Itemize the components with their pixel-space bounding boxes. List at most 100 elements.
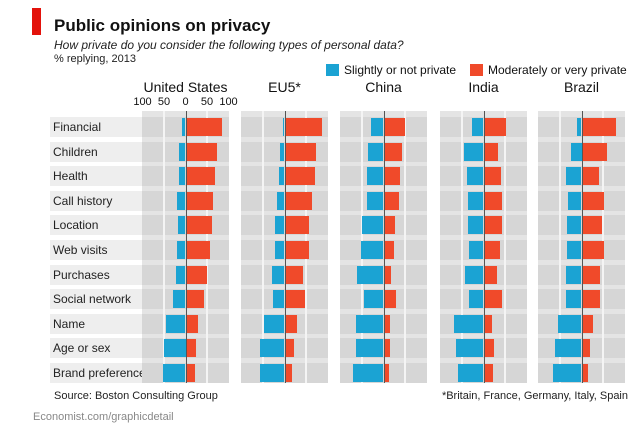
- row-label: Location: [50, 215, 142, 236]
- bar-slightly: [454, 314, 484, 333]
- bar-moderately: [581, 364, 588, 382]
- bar-slightly: [565, 290, 582, 309]
- bar-moderately: [284, 241, 309, 259]
- zero-line: [185, 111, 187, 383]
- zero-line: [483, 111, 485, 383]
- bar-slightly: [279, 167, 285, 186]
- bar-moderately: [483, 241, 500, 259]
- gridline: [559, 111, 561, 383]
- gridline: [404, 111, 406, 383]
- bar-moderately: [284, 314, 297, 333]
- panel-title: China: [365, 79, 402, 95]
- panel-united-states: [142, 111, 229, 383]
- bar-moderately: [284, 142, 317, 161]
- bar-moderately: [581, 290, 600, 309]
- row-label: Purchases: [50, 264, 142, 285]
- bar-slightly: [552, 364, 582, 382]
- bar-slightly: [173, 290, 186, 309]
- bar-slightly: [355, 339, 384, 358]
- bar-moderately: [581, 265, 600, 284]
- bar-moderately: [185, 167, 215, 186]
- gridline: [262, 111, 264, 383]
- bar-slightly: [471, 118, 484, 136]
- bar-slightly: [182, 118, 186, 136]
- bar-moderately: [284, 290, 306, 309]
- chart-title: Public opinions on privacy: [54, 16, 271, 35]
- zero-line: [284, 111, 286, 383]
- bar-slightly: [554, 339, 582, 358]
- bar-moderately: [383, 216, 395, 235]
- row-label: Brand preferences: [50, 363, 152, 383]
- bar-moderately: [284, 191, 313, 210]
- bar-slightly: [279, 142, 285, 161]
- bar-slightly: [368, 142, 384, 161]
- bar-slightly: [362, 216, 384, 235]
- bar-slightly: [566, 265, 582, 284]
- bar-slightly: [275, 216, 285, 235]
- bar-moderately: [185, 339, 197, 358]
- bar-slightly: [259, 339, 285, 358]
- bar-moderately: [284, 216, 310, 235]
- bar-moderately: [185, 290, 204, 309]
- bar-slightly: [455, 339, 484, 358]
- bar-moderately: [483, 339, 494, 358]
- panel-eu5-: [241, 111, 328, 383]
- bar-moderately: [185, 142, 218, 161]
- row-label: Children: [50, 141, 142, 162]
- bar-slightly: [272, 290, 285, 309]
- zero-line: [383, 111, 385, 383]
- bar-moderately: [185, 364, 195, 382]
- gridline: [461, 111, 463, 383]
- bar-slightly: [263, 314, 285, 333]
- bar-slightly: [565, 167, 582, 186]
- bar-slightly: [165, 314, 186, 333]
- bar-slightly: [179, 167, 186, 186]
- bar-slightly: [468, 290, 484, 309]
- bar-moderately: [185, 241, 210, 259]
- bar-slightly: [557, 314, 582, 333]
- bar-moderately: [284, 167, 315, 186]
- tick-label: 50: [157, 96, 171, 108]
- bar-moderately: [284, 265, 303, 284]
- tick-label: 50: [200, 96, 214, 108]
- legend-swatch-moderately: [470, 64, 483, 76]
- bar-slightly: [176, 265, 186, 284]
- bar-moderately: [284, 118, 323, 136]
- gridline: [504, 111, 506, 383]
- bar-moderately: [284, 339, 294, 358]
- panel-title: India: [468, 79, 499, 95]
- bar-slightly: [468, 241, 484, 259]
- source-note: Source: Boston Consulting Group: [54, 390, 218, 402]
- bar-moderately: [284, 364, 293, 382]
- bar-slightly: [463, 142, 484, 161]
- row-label: Age or sex: [50, 338, 142, 359]
- bar-moderately: [383, 339, 390, 358]
- bar-moderately: [383, 290, 396, 309]
- bar-slightly: [356, 265, 384, 284]
- bar-slightly: [367, 191, 384, 210]
- bar-slightly: [467, 167, 484, 186]
- bar-moderately: [483, 191, 502, 210]
- bar-moderately: [383, 265, 391, 284]
- bar-moderately: [483, 314, 492, 333]
- bar-moderately: [581, 241, 604, 259]
- bar-moderately: [185, 118, 223, 136]
- bar-moderately: [383, 118, 405, 136]
- bar-slightly: [468, 191, 484, 210]
- bar-slightly: [164, 339, 186, 358]
- bar-moderately: [185, 314, 198, 333]
- bar-moderately: [185, 216, 213, 235]
- bar-slightly: [276, 191, 285, 210]
- bar-slightly: [355, 314, 384, 333]
- bar-slightly: [177, 191, 186, 210]
- tick-label: 0: [182, 96, 189, 108]
- bar-slightly: [465, 265, 484, 284]
- bar-moderately: [483, 167, 501, 186]
- bar-moderately: [483, 118, 507, 136]
- bar-moderately: [383, 241, 394, 259]
- bar-moderately: [581, 142, 607, 161]
- bar-slightly: [468, 216, 484, 235]
- bar-slightly: [275, 241, 285, 259]
- bar-slightly: [566, 216, 582, 235]
- bar-slightly: [259, 364, 285, 382]
